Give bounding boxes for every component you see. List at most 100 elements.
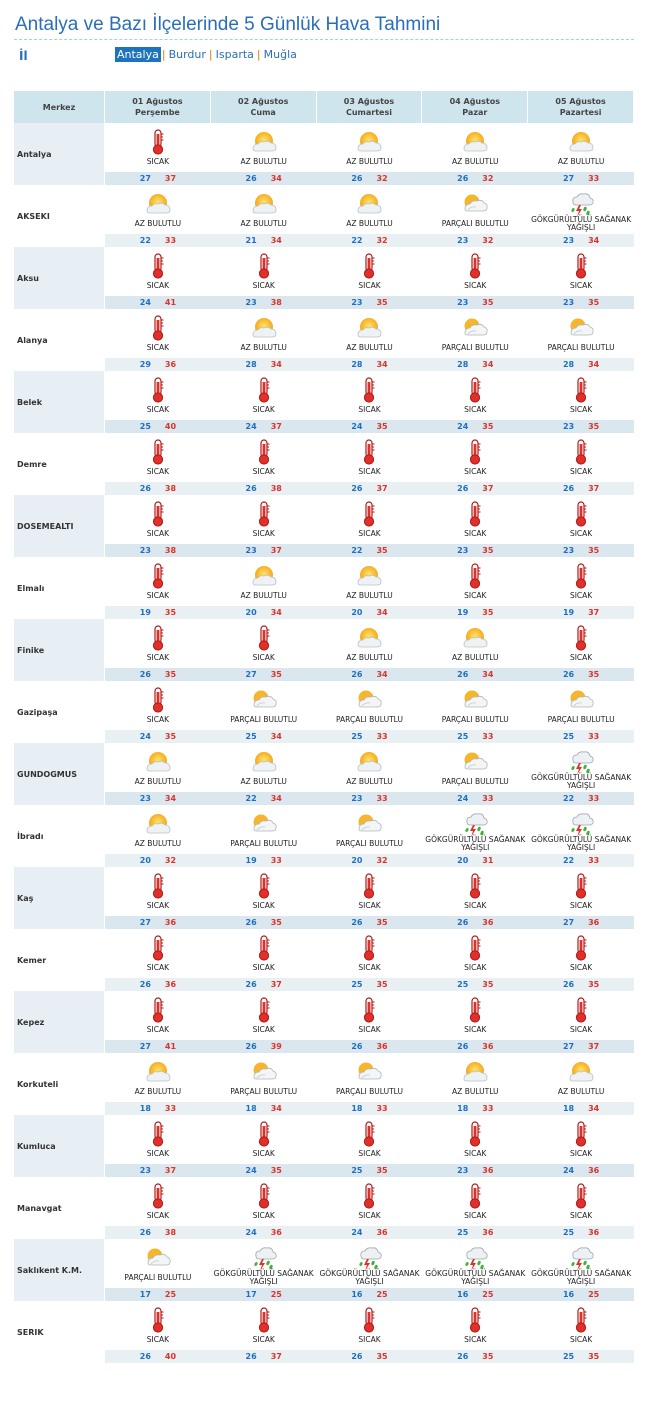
weather-description: SICAK: [105, 277, 211, 295]
weather-description-text: AZ BULUTLU: [346, 219, 393, 228]
weather-description: SICAK: [105, 649, 211, 667]
weather-description: SICAK: [105, 711, 211, 729]
temperature-range: 24 33: [422, 792, 529, 805]
temperature-range: 28 34: [422, 358, 529, 371]
province-link-3[interactable]: Isparta: [215, 48, 254, 61]
min-temperature: 20: [139, 856, 151, 865]
weather-description-text: PARÇALI BULUTLU: [336, 715, 403, 724]
min-temperature: 26: [139, 484, 151, 493]
weather-description: GÖKGÜRÜLTÜLÜ SAĞANAK YAĞIŞLI: [211, 1269, 317, 1287]
weather-description-text: SICAK: [252, 281, 275, 290]
province-link-2[interactable]: Burdur: [168, 48, 206, 61]
weather-description: AZ BULUTLU: [317, 215, 423, 233]
min-temperature: 25: [351, 732, 363, 741]
min-temperature: 23: [457, 236, 469, 245]
forecast-cell: SICAK 23 37: [105, 1115, 211, 1177]
province-link-4[interactable]: Muğla: [263, 48, 297, 61]
temperature-range: 23 37: [105, 1164, 211, 1177]
day-header-2: 02 Ağustos Cuma: [210, 91, 317, 123]
max-temperature: 35: [376, 980, 388, 989]
weather-description-text: SICAK: [252, 1335, 275, 1344]
forecast-cell: SICAK 24 35: [316, 371, 423, 433]
weather-description-text: SICAK: [146, 157, 170, 166]
weather-description-text: AZ BULUTLU: [452, 653, 499, 662]
weather-description-text: SICAK: [146, 1335, 170, 1344]
partly-sunny-icon: [355, 190, 383, 218]
weather-description: SICAK: [528, 649, 634, 667]
weather-description-text: SICAK: [569, 405, 593, 414]
cloudy-sun-icon: [355, 686, 383, 714]
weather-description-text: AZ BULUTLU: [452, 1087, 499, 1096]
location-row: İbradı AZ BULUTLU 20 32 PARÇALI BULUTLU 19 33 P…: [14, 805, 634, 867]
max-temperature: 32: [164, 856, 177, 865]
thermometer-icon: [461, 996, 489, 1024]
max-temperature: 34: [376, 360, 388, 369]
max-temperature: 37: [270, 422, 282, 431]
forecast-cell: SICAK 19 35: [105, 557, 211, 619]
thermometer-icon: [355, 872, 383, 900]
temperature-range: 25 35: [528, 1350, 634, 1363]
day-header-5: 05 Ağustos Pazartesi: [528, 91, 634, 123]
thermometer-icon: [567, 438, 595, 466]
location-row: GUNDOGMUS AZ BULUTLU 23 34 AZ BULUTLU 22 34 AZ …: [14, 743, 634, 805]
weather-description: PARÇALI BULUTLU: [422, 711, 528, 729]
cloudy-sun-icon: [461, 314, 489, 342]
max-temperature: 37: [588, 484, 600, 493]
max-temperature: 40: [164, 422, 177, 431]
temperature-range: 25 34: [210, 730, 317, 743]
location-row: Elmalı SICAK 19 35 AZ BULUTLU 20 34 AZ BULUTLU 2…: [14, 557, 634, 619]
temperature-range: 26 38: [105, 1226, 211, 1239]
thermometer-icon: [567, 1306, 595, 1334]
weather-description-text: SICAK: [464, 281, 487, 290]
weather-description-text: SICAK: [252, 529, 275, 538]
thermometer-icon: [461, 1120, 489, 1148]
max-temperature: 32: [376, 856, 388, 865]
temperature-range: 18 34: [210, 1102, 317, 1115]
weather-description-text: PARÇALI BULUTLU: [441, 777, 509, 786]
forecast-cell: SICAK 26 36: [422, 991, 529, 1053]
location-name: Korkuteli: [14, 1053, 105, 1115]
location-row: Alanya SICAK 29 36 AZ BULUTLU 28 34 AZ BULUTLU 2…: [14, 309, 634, 371]
partly-sunny-icon: [144, 748, 172, 776]
max-temperature: 33: [376, 732, 388, 741]
weather-description-text: PARÇALI BULUTLU: [547, 715, 615, 724]
temperature-range: 23 34: [105, 792, 211, 805]
thunder-rain-icon: [250, 1244, 278, 1272]
min-temperature: 28: [457, 360, 469, 369]
temperature-range: 18 33: [422, 1102, 529, 1115]
temperature-range: 23 35: [422, 544, 529, 557]
thermometer-icon: [144, 1120, 172, 1148]
temperature-range: 17 25: [105, 1288, 211, 1301]
weather-description-text: SICAK: [146, 1025, 170, 1034]
temperature-range: 25 33: [528, 730, 634, 743]
cloudy-sun-icon: [461, 686, 489, 714]
province-link-1[interactable]: Antalya: [115, 47, 161, 62]
weather-description-text: SICAK: [146, 281, 170, 290]
temperature-range: 16 25: [422, 1288, 529, 1301]
min-temperature: 27: [139, 918, 151, 927]
forecast-cell: SICAK 24 35: [105, 681, 211, 743]
weather-description: SICAK: [211, 1145, 317, 1163]
max-temperature: 33: [164, 1104, 177, 1113]
location-row: Finike SICAK 26 35 SICAK 27 35 AZ BULUTLU 26 34 AZ…: [14, 619, 634, 681]
thermometer-icon: [461, 934, 489, 962]
thermometer-icon: [567, 1182, 595, 1210]
temperature-range: 26 40: [105, 1350, 211, 1363]
weather-description-text: SICAK: [358, 963, 381, 972]
weather-description-text: SICAK: [358, 529, 381, 538]
min-temperature: 21: [245, 236, 257, 245]
location-name: Antalya: [14, 123, 105, 185]
min-temperature: 26: [245, 980, 257, 989]
min-temperature: 24: [351, 422, 363, 431]
day-weekday: Cuma: [250, 108, 276, 117]
forecast-cell: SICAK 25 36: [422, 1177, 529, 1239]
cloudy-sun-icon: [250, 686, 278, 714]
temperature-range: 18 34: [528, 1102, 634, 1115]
weather-description-text: AZ BULUTLU: [134, 839, 182, 848]
weather-description: PARÇALI BULUTLU: [211, 1083, 317, 1101]
max-temperature: 36: [482, 1166, 494, 1175]
temperature-range: 18 33: [105, 1102, 211, 1115]
max-temperature: 32: [482, 174, 494, 183]
weather-description-text: SICAK: [464, 1211, 487, 1220]
weather-description-text: SICAK: [569, 1025, 593, 1034]
